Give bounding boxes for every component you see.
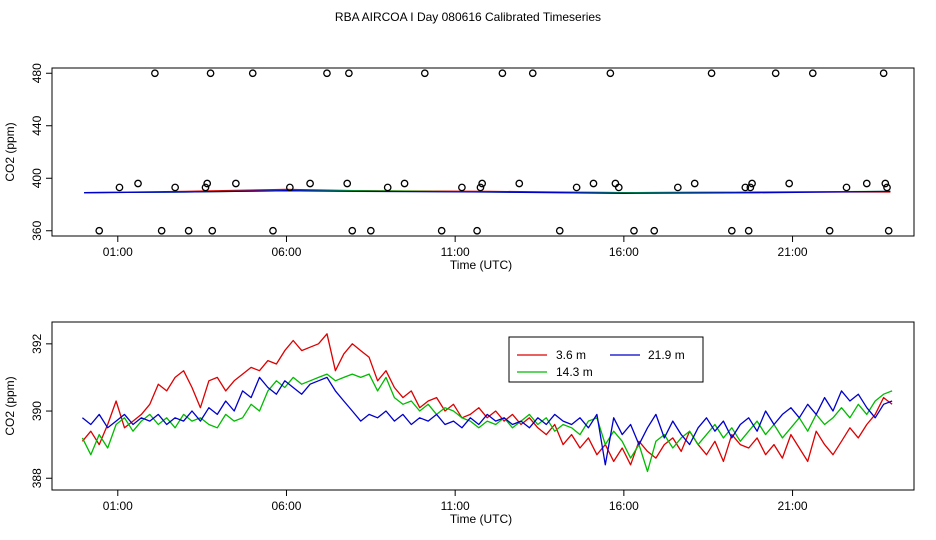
- data-point-marker: [343, 179, 352, 188]
- data-point-marker: [498, 69, 507, 78]
- data-point-marker: [476, 183, 485, 192]
- series-line-2: [84, 190, 891, 194]
- data-point-marker: [286, 183, 294, 192]
- data-point-marker: [650, 226, 659, 235]
- bottom-panel: 01:00 06:00 11:00 16:00 21:00 388 390 392 Time (…: [3, 321, 915, 526]
- data-point-marker: [400, 179, 409, 188]
- data-point-marker: [206, 69, 215, 78]
- data-point-marker: [589, 179, 598, 188]
- data-point-marker: [437, 226, 446, 235]
- x-axis-label: Time (UTC): [450, 258, 512, 272]
- data-point-marker: [785, 179, 794, 188]
- x-tick-label: 11:00: [441, 499, 470, 513]
- series-line-14-3-m: [81, 373, 893, 473]
- data-point-marker: [690, 179, 699, 188]
- data-point-marker: [808, 69, 817, 78]
- data-point-marker: [572, 183, 581, 192]
- data-point-marker: [366, 226, 375, 235]
- data-point-marker: [528, 69, 537, 78]
- data-point-marker: [306, 179, 314, 188]
- data-point-marker: [881, 179, 890, 188]
- legend: 3.6 m 21.9 m 14.3 m: [508, 336, 704, 383]
- data-point-marker: [115, 183, 124, 192]
- y-tick-label: 400: [30, 168, 44, 188]
- data-point-marker: [771, 69, 780, 78]
- data-point-marker: [345, 69, 353, 78]
- x-axis-label: Time (UTC): [450, 512, 512, 526]
- legend-label: 14.3 m: [556, 365, 593, 379]
- data-point-marker: [614, 183, 623, 192]
- data-point-marker: [884, 226, 893, 235]
- data-point-marker: [208, 226, 217, 235]
- data-point-marker: [184, 226, 193, 235]
- data-point-marker: [478, 179, 487, 188]
- y-tick-label: 390: [30, 401, 44, 421]
- data-point-marker: [95, 226, 104, 235]
- data-point-marker: [348, 226, 357, 235]
- data-point-marker: [879, 69, 888, 78]
- y-tick-label: 392: [30, 334, 44, 354]
- data-point-marker: [420, 69, 429, 78]
- x-tick-label: 01:00: [103, 245, 133, 259]
- data-point-marker: [630, 226, 638, 235]
- x-tick-label: 01:00: [103, 499, 133, 513]
- data-point-marker: [555, 226, 564, 235]
- data-point-marker: [825, 226, 834, 235]
- data-point-marker: [606, 69, 615, 78]
- series-line-3-6-m: [81, 333, 893, 466]
- y-axis-label: CO2 (ppm): [3, 376, 17, 435]
- data-point-marker: [383, 183, 392, 192]
- data-point-marker: [157, 226, 166, 235]
- x-tick-label: 21:00: [778, 499, 808, 513]
- x-tick-label: 06:00: [271, 245, 301, 259]
- x-tick-label: 16:00: [609, 245, 639, 259]
- x-tick-label: 06:00: [271, 499, 301, 513]
- y-tick-label: 360: [30, 220, 44, 240]
- data-point-marker: [232, 179, 240, 188]
- data-point-marker: [201, 183, 210, 192]
- data-point-marker: [673, 183, 682, 192]
- data-point-marker: [515, 179, 524, 188]
- y-axis-label: CO2 (ppm): [3, 122, 17, 181]
- data-point-marker: [323, 69, 331, 78]
- data-point-marker: [171, 183, 179, 192]
- data-point-marker: [473, 226, 481, 235]
- data-point-marker: [746, 183, 755, 192]
- data-point-marker: [741, 183, 750, 192]
- data-point-marker: [248, 69, 257, 78]
- legend-label: 3.6 m: [556, 348, 586, 362]
- data-point-marker: [458, 183, 466, 192]
- plot-frame: [51, 67, 915, 237]
- plot-frame: [51, 321, 915, 491]
- y-tick-label: 480: [30, 63, 44, 83]
- legend-label: 21.9 m: [648, 348, 685, 362]
- x-tick-label: 16:00: [609, 499, 639, 513]
- series-line-21-9-m: [81, 376, 893, 466]
- top-panel: 01:00 06:00 11:00 16:00 21:00 360 400 440 480 Tim…: [3, 63, 915, 272]
- data-point-marker: [134, 179, 142, 188]
- x-tick-label: 21:00: [778, 245, 808, 259]
- data-point-marker: [862, 179, 871, 188]
- figure-title: RBA AIRCOA I Day 080616 Calibrated Times…: [335, 10, 601, 24]
- data-point-marker: [842, 183, 851, 192]
- data-point-marker: [744, 226, 753, 235]
- legend-box: [508, 336, 704, 383]
- data-point-marker: [883, 183, 891, 192]
- data-point-marker: [748, 179, 756, 188]
- data-point-marker: [707, 69, 716, 78]
- y-tick-label: 440: [30, 115, 44, 135]
- y-tick-label: 388: [30, 468, 44, 488]
- data-point-marker: [151, 69, 159, 78]
- data-point-marker: [203, 179, 212, 188]
- data-point-marker: [727, 226, 736, 235]
- data-point-marker: [269, 226, 277, 235]
- x-tick-label: 11:00: [441, 245, 470, 259]
